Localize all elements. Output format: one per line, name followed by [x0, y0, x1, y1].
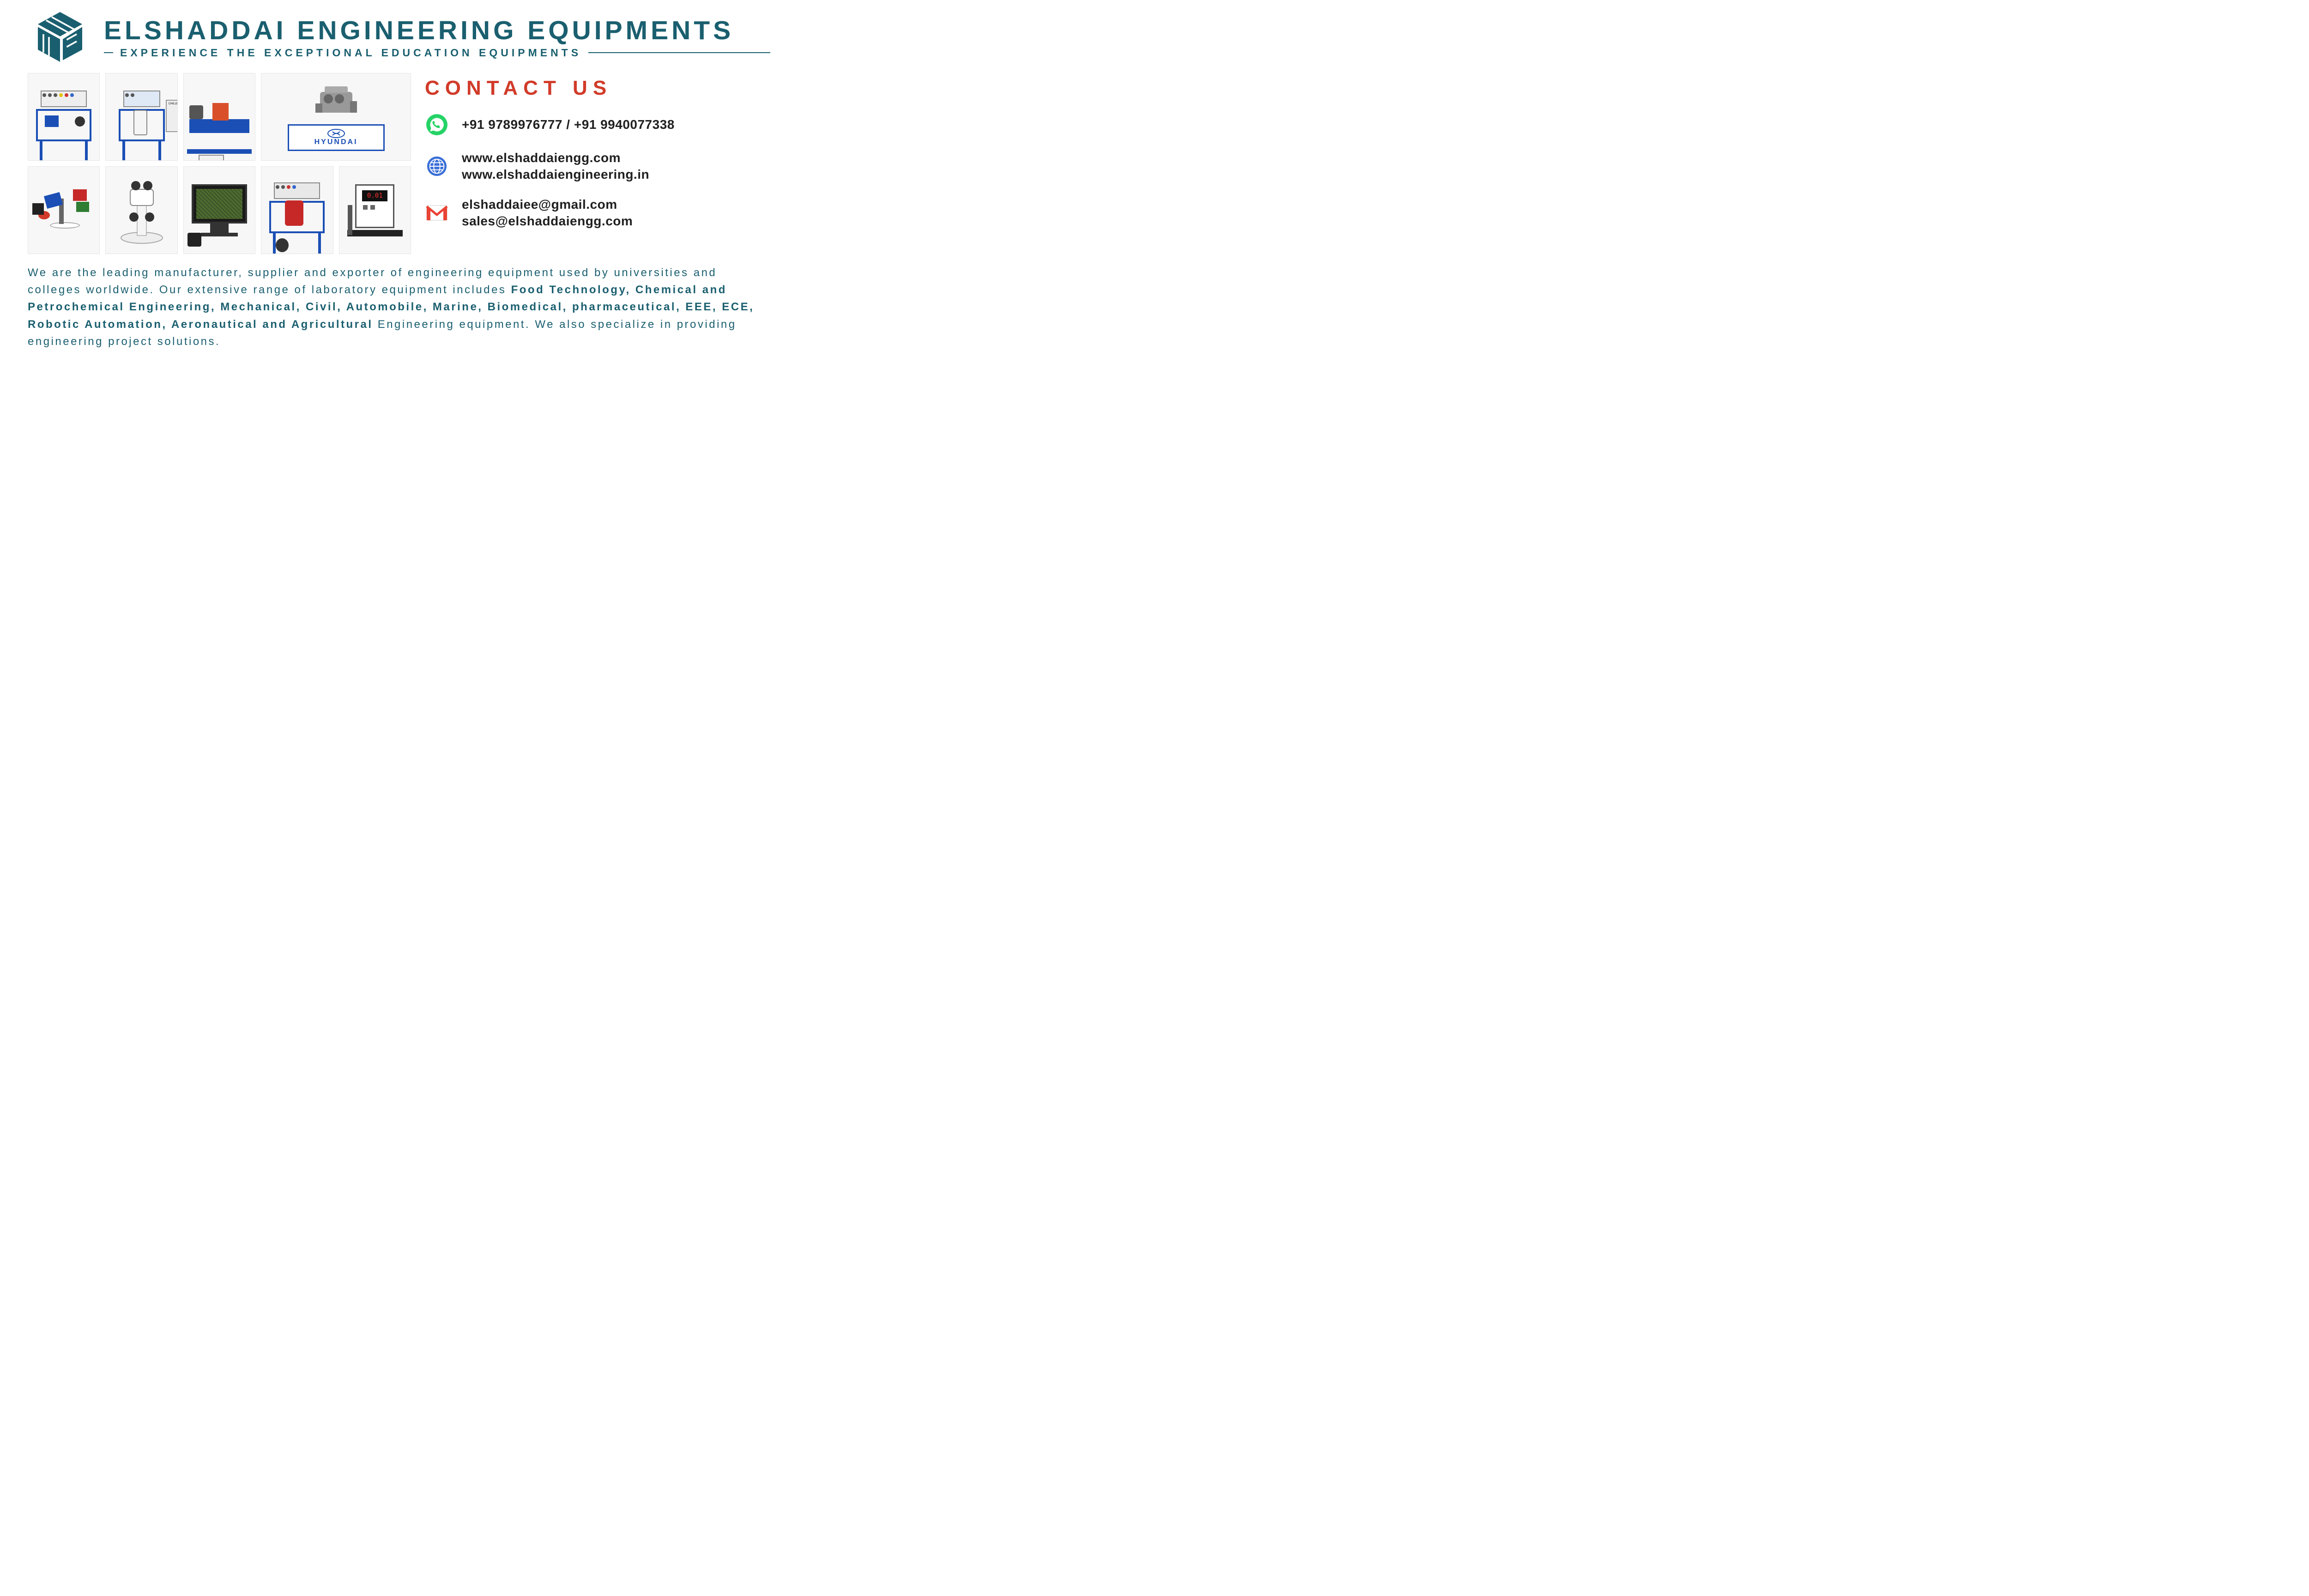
contact-websites: www.elshaddaiengg.com www.elshaddaiengin…	[462, 150, 649, 183]
equipment-fatigue-tester	[28, 166, 100, 254]
equipment-metallurgical-microscope	[105, 166, 177, 254]
whatsapp-icon	[425, 113, 449, 137]
gmail-icon	[425, 201, 449, 225]
company-name: ELSHADDAI ENGINEERING EQUIPMENTS	[104, 15, 770, 46]
globe-icon	[425, 154, 449, 178]
title-block: ELSHADDAI ENGINEERING EQUIPMENTS EXPERIE…	[104, 15, 770, 59]
header: ELSHADDAI ENGINEERING EQUIPMENTS EXPERIE…	[28, 9, 770, 65]
contact-row-phone: +91 9789976777 / +91 9940077338	[425, 113, 770, 137]
equipment-gas-absorption-unit: CHILLER	[105, 73, 177, 161]
equipment-pcb-inspection-station	[183, 166, 255, 254]
company-logo-icon	[28, 9, 92, 65]
equipment-gallery: CHILLER HYUNDAI	[28, 73, 411, 254]
contact-row-web: www.elshaddaiengg.com www.elshaddaiengin…	[425, 150, 770, 183]
website-2[interactable]: www.elshaddaiengineering.in	[462, 166, 649, 183]
equipment-lathe-motor-rig	[183, 73, 255, 161]
equipment-hyundai-engine-cutaway: HYUNDAI	[261, 73, 411, 161]
contact-row-email: elshaddaiee@gmail.com sales@elshaddaieng…	[425, 196, 770, 230]
email-1[interactable]: elshaddaiee@gmail.com	[462, 196, 633, 213]
email-2[interactable]: sales@elshaddaiengg.com	[462, 213, 633, 230]
contact-heading: CONTACT US	[425, 77, 770, 100]
engine-icon	[306, 83, 366, 124]
tagline-row: EXPERIENCE THE EXCEPTIONAL EDUCATION EQU…	[104, 47, 770, 59]
mid-section: CHILLER HYUNDAI	[28, 73, 770, 254]
hyundai-label: HYUNDAI	[314, 138, 358, 146]
contact-section: CONTACT US +91 9789976777 / +91 99400773…	[425, 73, 770, 254]
equipment-refrigeration-trainer	[261, 166, 333, 254]
tagline: EXPERIENCE THE EXCEPTIONAL EDUCATION EQU…	[120, 47, 581, 59]
microscope-icon	[116, 175, 167, 245]
description-paragraph: We are the leading manufacturer, supplie…	[28, 264, 770, 350]
tagline-rule-right	[588, 52, 770, 53]
equipment-digital-hardness-tester: 0.01	[339, 166, 411, 254]
hyundai-logo-icon	[327, 129, 345, 138]
contact-phone[interactable]: +91 9789976777 / +91 9940077338	[462, 116, 675, 133]
website-1[interactable]: www.elshaddaiengg.com	[462, 150, 649, 166]
equipment-electrical-panel-bench	[28, 73, 100, 161]
tagline-rule-left	[104, 52, 113, 53]
contact-emails: elshaddaiee@gmail.com sales@elshaddaieng…	[462, 196, 633, 230]
